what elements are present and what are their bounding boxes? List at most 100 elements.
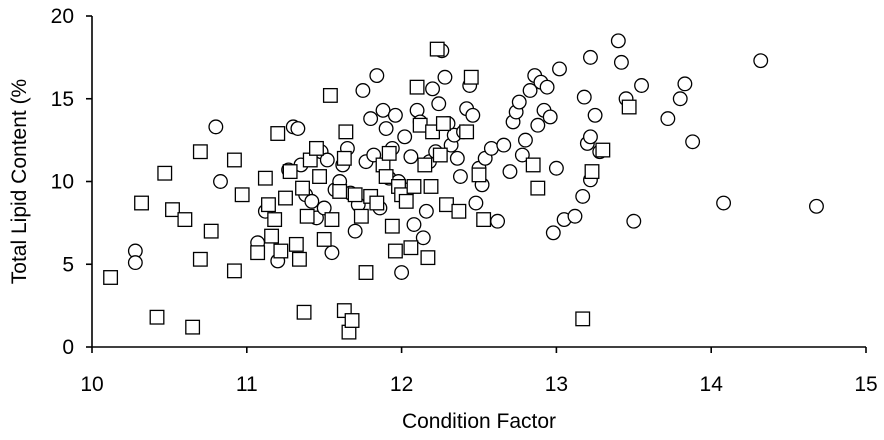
data-point-square bbox=[226, 152, 242, 168]
data-point-circle bbox=[610, 33, 626, 49]
data-point-square bbox=[226, 263, 242, 279]
data-point-square bbox=[332, 183, 348, 199]
data-point-circle bbox=[449, 150, 465, 166]
data-point-circle bbox=[583, 49, 598, 65]
x-tick-label: 12 bbox=[390, 373, 413, 396]
x-tick-label: 14 bbox=[700, 373, 724, 396]
data-point-circle bbox=[406, 217, 422, 232]
data-point-square bbox=[273, 243, 289, 259]
y-axis-ticks: 0 5 10 15 20 bbox=[51, 5, 92, 359]
data-point-square bbox=[299, 208, 315, 224]
data-point-circle bbox=[431, 96, 447, 112]
data-point-square bbox=[381, 145, 397, 161]
data-point-square bbox=[344, 313, 360, 328]
data-point-square bbox=[267, 212, 283, 228]
data-point-square bbox=[575, 311, 591, 327]
data-point-circle bbox=[324, 245, 340, 261]
data-point-circle bbox=[552, 61, 567, 77]
data-point-circle bbox=[545, 225, 561, 241]
x-tick-label: 15 bbox=[854, 373, 877, 396]
data-point-square bbox=[463, 69, 479, 85]
data-point-square bbox=[435, 116, 451, 132]
data-point-square bbox=[358, 265, 374, 280]
data-point-circle bbox=[483, 140, 499, 156]
data-point-circle bbox=[290, 121, 306, 136]
data-point-square bbox=[525, 157, 541, 173]
data-point-square bbox=[338, 124, 354, 140]
data-point-square bbox=[384, 218, 400, 234]
data-point-circle bbox=[490, 213, 506, 229]
data-point-square bbox=[406, 179, 422, 194]
data-point-square bbox=[192, 144, 208, 160]
data-point-square bbox=[347, 187, 363, 203]
x-axis-ticks: 10 11 12 13 14 15 bbox=[80, 347, 878, 396]
data-point-circle bbox=[387, 107, 403, 123]
data-point-circle bbox=[660, 111, 676, 127]
data-point-circle bbox=[809, 198, 824, 214]
data-point-square bbox=[417, 157, 433, 173]
data-point-circle bbox=[517, 132, 533, 148]
data-point-circle bbox=[425, 81, 441, 97]
data-point-circle bbox=[378, 121, 394, 136]
data-point-circle bbox=[502, 164, 518, 180]
data-point-square bbox=[257, 170, 273, 186]
data-point-square bbox=[250, 245, 266, 261]
data-point-square bbox=[185, 319, 201, 335]
data-point-circle bbox=[677, 76, 693, 92]
data-point-square bbox=[420, 250, 436, 266]
data-point-square bbox=[429, 41, 445, 57]
data-point-square bbox=[409, 79, 425, 95]
y-axis-title: Total Lipid Content (% bbox=[8, 79, 31, 284]
data-point-square bbox=[471, 167, 487, 183]
data-point-circle bbox=[567, 208, 583, 224]
data-point-square bbox=[264, 228, 280, 244]
data-point-square bbox=[595, 142, 611, 158]
data-point-circle bbox=[634, 78, 649, 93]
data-point-square bbox=[324, 212, 340, 228]
data-point-square bbox=[157, 165, 173, 181]
data-point-circle bbox=[363, 111, 379, 127]
data-point-square bbox=[322, 87, 338, 103]
data-point-square bbox=[177, 212, 193, 228]
y-tick-label: 0 bbox=[62, 336, 74, 359]
data-point-circle bbox=[496, 137, 512, 153]
data-point-circle bbox=[415, 230, 431, 246]
data-point-square bbox=[309, 140, 324, 156]
data-point-square bbox=[432, 147, 448, 163]
data-point-square bbox=[398, 193, 414, 209]
data-point-circle bbox=[304, 193, 320, 209]
data-point-square bbox=[530, 180, 546, 196]
data-point-square bbox=[288, 236, 304, 252]
y-tick-label: 10 bbox=[51, 171, 74, 194]
data-point-square bbox=[165, 202, 180, 218]
data-point-square bbox=[459, 124, 475, 140]
y-tick-label: 20 bbox=[51, 5, 74, 28]
data-point-circle bbox=[465, 107, 481, 123]
data-point-square bbox=[387, 243, 403, 259]
data-point-circle bbox=[319, 152, 335, 168]
data-point-square bbox=[336, 150, 352, 166]
data-point-square bbox=[234, 187, 250, 203]
data-point-circle bbox=[753, 53, 769, 69]
data-point-square bbox=[203, 223, 219, 239]
data-point-square bbox=[296, 304, 312, 320]
data-point-circle bbox=[542, 109, 558, 125]
data-point-square bbox=[369, 195, 385, 211]
data-point-square bbox=[451, 203, 467, 219]
data-point-circle bbox=[575, 188, 591, 204]
x-axis-title: Condition Factor bbox=[402, 410, 556, 433]
data-point-circle bbox=[394, 265, 410, 280]
data-point-square bbox=[149, 309, 165, 325]
data-point-circle bbox=[375, 102, 391, 118]
data-point-circle bbox=[716, 195, 732, 211]
data-point-square bbox=[316, 231, 332, 247]
data-point-circle bbox=[685, 134, 701, 150]
data-point-square bbox=[412, 117, 428, 133]
data-point-square bbox=[439, 197, 454, 213]
x-tick-label: 13 bbox=[545, 373, 568, 396]
data-point-square bbox=[278, 190, 293, 206]
data-point-square bbox=[584, 164, 600, 180]
data-point-square bbox=[295, 180, 310, 196]
data-point-circle bbox=[468, 195, 484, 211]
y-tick-label: 15 bbox=[51, 88, 74, 111]
